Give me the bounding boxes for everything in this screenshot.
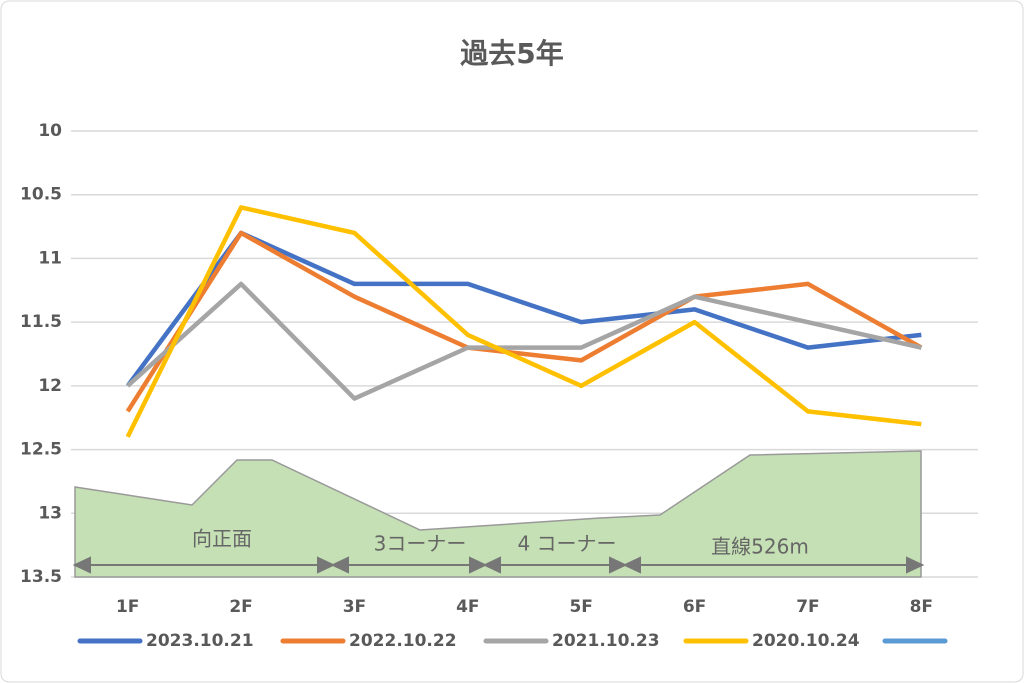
line-series xyxy=(125,230,923,413)
arrow-head xyxy=(72,556,91,574)
line-series xyxy=(126,281,922,401)
arrow-head xyxy=(622,556,641,574)
x-tick-label: 2F xyxy=(229,597,252,617)
y-tick-label: 11.5 xyxy=(20,312,62,332)
x-tick-label: 3F xyxy=(343,597,366,617)
x-tick-label: 7F xyxy=(796,597,819,617)
course-profile: 向正面 3コーナー 4 コーナー 直線526m xyxy=(72,450,925,578)
y-tick-label: 11 xyxy=(38,248,62,268)
x-tick-label: 5F xyxy=(569,597,592,617)
annotation: 4 コーナー xyxy=(517,532,616,556)
chart-title: 過去5年 xyxy=(460,37,563,70)
y-tick-label: 10.5 xyxy=(20,185,62,205)
x-tick-label: 1F xyxy=(116,597,139,617)
x-tick-label: 6F xyxy=(683,597,706,617)
annotation: 直線526m xyxy=(711,535,809,559)
legend-label: 2020.10.24 xyxy=(752,631,860,651)
legend-label: 2021.10.23 xyxy=(552,631,660,651)
y-tick-label: 12 xyxy=(38,376,62,396)
arrow-head xyxy=(906,556,925,574)
y-tick-label: 10 xyxy=(38,121,62,141)
line-series xyxy=(125,205,922,438)
annotation: 向正面 xyxy=(192,527,252,551)
course-area xyxy=(74,450,922,578)
arrow-head xyxy=(469,556,488,574)
legend-label: 2023.10.21 xyxy=(146,631,254,651)
legend-label: 2022.10.22 xyxy=(349,631,457,651)
y-tick-label: 13.5 xyxy=(20,567,62,587)
y-tick-label: 13 xyxy=(38,503,62,523)
arrow-head xyxy=(330,556,349,574)
arrow-head xyxy=(609,556,628,574)
annotation: 3コーナー xyxy=(374,532,467,556)
y-tick-label: 12.5 xyxy=(20,440,62,460)
arrow-head xyxy=(482,556,501,574)
arrow-head xyxy=(317,556,336,574)
x-tick-label: 8F xyxy=(910,597,933,617)
x-tick-label: 4F xyxy=(456,597,479,617)
